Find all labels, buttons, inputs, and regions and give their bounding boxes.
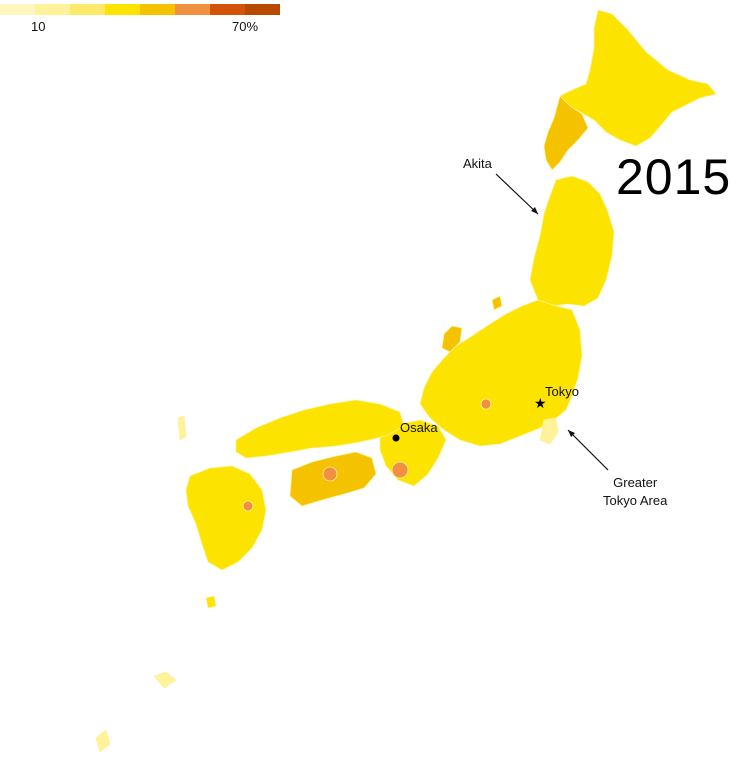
label-tokyo: Tokyo	[545, 384, 579, 399]
osaka-dot-icon	[392, 434, 400, 442]
region-hokkaido	[559, 9, 717, 147]
hotspot	[322, 466, 338, 482]
label-osaka: Osaka	[400, 420, 438, 435]
legend-swatch-1	[35, 4, 70, 15]
region-chugoku	[235, 399, 405, 459]
greater-tokyo-arrow	[567, 429, 609, 471]
region-oshima-peninsula	[543, 95, 589, 171]
island-okinawa	[95, 729, 111, 753]
hotspot	[242, 500, 254, 512]
tokyo-star-icon: ★	[534, 396, 547, 412]
region-tohoku	[529, 175, 615, 307]
legend-swatch-2	[70, 4, 105, 15]
legend-max-label: 70%	[232, 19, 259, 34]
akita-arrow	[495, 173, 539, 215]
hotspot	[391, 461, 409, 479]
greater-tokyo-arrowhead	[568, 430, 575, 437]
island-amami	[153, 671, 177, 689]
island-sado	[491, 295, 503, 311]
island-tsushima	[177, 415, 187, 441]
region-boso	[539, 417, 559, 445]
legend-swatch-6	[210, 4, 245, 15]
color-legend	[0, 4, 280, 15]
legend-swatch-7	[245, 4, 280, 15]
year-label: 2015	[616, 149, 732, 205]
label-greater-tokyo-line2: Tokyo Area	[603, 493, 668, 508]
label-greater-tokyo-line1: Greater	[613, 475, 658, 490]
label-akita: Akita	[463, 156, 492, 171]
island-tanegashima	[205, 595, 217, 609]
region-noto	[441, 325, 463, 353]
akita-arrowhead	[531, 207, 538, 214]
region-kanto-chubu	[419, 299, 583, 447]
region-kyushu	[185, 465, 267, 571]
legend-swatch-4	[140, 4, 175, 15]
legend-min-label: 10	[31, 19, 46, 34]
legend-swatch-0	[0, 4, 35, 15]
hotspot	[480, 398, 492, 410]
legend-swatch-3	[105, 4, 140, 15]
label-greater-tokyo: Greater Tokyo Area	[603, 474, 667, 510]
legend-swatch-5	[175, 4, 210, 15]
